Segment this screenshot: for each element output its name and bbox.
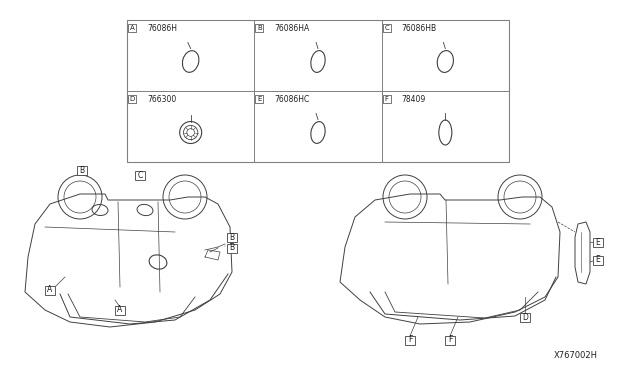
Text: C: C [384, 25, 389, 31]
FancyBboxPatch shape [593, 256, 603, 264]
Text: A: A [130, 25, 134, 31]
Text: B: B [229, 244, 235, 253]
Text: E: E [596, 256, 600, 264]
Text: 76086H: 76086H [147, 23, 177, 32]
FancyBboxPatch shape [128, 24, 136, 32]
FancyBboxPatch shape [445, 336, 455, 344]
Text: B: B [79, 166, 84, 174]
FancyBboxPatch shape [520, 312, 530, 321]
Text: 76086HA: 76086HA [275, 23, 310, 32]
Text: B: B [229, 232, 235, 241]
FancyBboxPatch shape [593, 237, 603, 247]
Text: 76086HB: 76086HB [402, 23, 436, 32]
Text: F: F [385, 96, 388, 102]
Text: C: C [138, 170, 143, 180]
Text: E: E [596, 237, 600, 247]
FancyBboxPatch shape [383, 24, 390, 32]
Text: A: A [47, 285, 52, 295]
Text: D: D [522, 312, 528, 321]
Text: 78409: 78409 [402, 94, 426, 103]
Text: B: B [257, 25, 262, 31]
FancyBboxPatch shape [383, 95, 390, 103]
Text: F: F [448, 336, 452, 344]
FancyBboxPatch shape [227, 232, 237, 241]
FancyBboxPatch shape [405, 336, 415, 344]
Text: A: A [117, 305, 123, 314]
Text: F: F [408, 336, 412, 344]
Bar [127, 20, 509, 162]
FancyBboxPatch shape [255, 95, 263, 103]
FancyBboxPatch shape [227, 244, 237, 253]
FancyBboxPatch shape [135, 170, 145, 180]
FancyBboxPatch shape [77, 166, 87, 174]
Text: E: E [257, 96, 262, 102]
Text: X767002H: X767002H [554, 351, 598, 360]
FancyBboxPatch shape [45, 285, 55, 295]
Text: 766300: 766300 [147, 94, 176, 103]
FancyBboxPatch shape [128, 95, 136, 103]
Text: 76086HC: 76086HC [275, 94, 310, 103]
FancyBboxPatch shape [255, 24, 263, 32]
Text: D: D [129, 96, 134, 102]
FancyBboxPatch shape [115, 305, 125, 314]
